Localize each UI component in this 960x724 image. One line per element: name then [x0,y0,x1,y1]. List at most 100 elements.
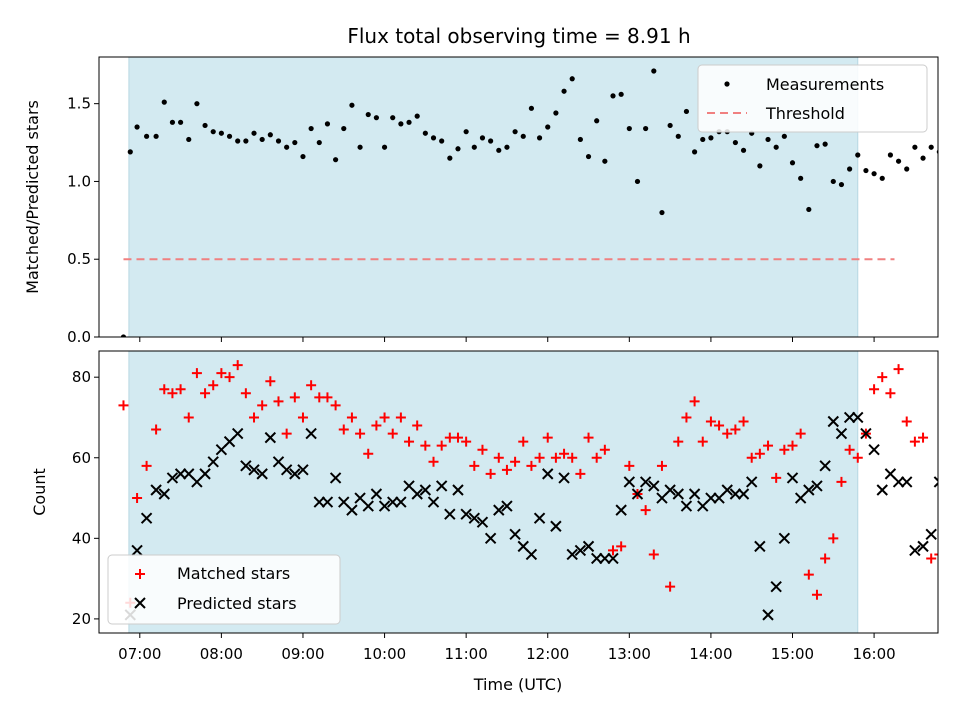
matched-star-point [428,456,439,467]
measurement-point [479,135,486,141]
x-tick-label: 09:00 [281,645,324,663]
top-y-tick-label: 0.5 [67,250,91,268]
matched-star-point [591,452,602,463]
matched-star-point [656,460,667,471]
measurement-point [569,76,575,82]
matched-star-point [216,368,227,379]
measurement-point [316,139,322,146]
measurement-point [806,206,812,213]
predicted-star-point [729,488,742,500]
bottom-y-axis-label: Count [30,468,49,516]
matched-star-point [608,545,619,556]
measurement-point [186,136,192,143]
predicted-star-point [639,476,652,488]
predicted-star-point [346,504,358,516]
predicted-star-point [329,472,342,484]
predicted-star-point [786,472,799,484]
measurement-point [414,113,420,119]
measurement-point [243,138,249,144]
matched-star-point [501,464,512,475]
matched-star-point [951,529,960,539]
legend-threshold-label: Threshold [765,104,845,123]
measurement-point [945,148,950,153]
matched-star-point [346,412,357,423]
measurement-point [953,182,958,187]
measurement-point [887,152,894,158]
predicted-star-point [207,456,219,468]
legend-box [697,64,928,133]
predicted-star-point [362,500,374,512]
measurement-point [496,147,502,153]
predicted-star-point [501,500,513,512]
measurement-point [602,158,608,164]
matched-star-point [909,436,920,447]
matched-star-point [412,420,423,431]
measurement-point [324,121,331,127]
matched-star-point [738,416,749,427]
predicted-star-point [778,532,791,545]
legend-measurements-marker [724,81,730,87]
measurement-point [357,144,363,150]
predicted-star-point [542,468,554,480]
matched-star-point [322,392,333,403]
predicted-star-point [835,427,848,440]
x-tick-label: 13:00 [608,645,651,663]
measurement-point [920,155,926,161]
predicted-star-point [615,504,627,516]
matched-star-point [575,468,586,479]
predicted-star-point [688,488,701,500]
predicted-star-point [460,508,472,520]
measurement-point [585,153,592,160]
matched-star-point [779,444,790,455]
predicted-star-point [419,484,432,496]
predicted-star-point [672,488,684,500]
predicted-star-point [754,540,766,553]
predicted-star-point [745,476,758,488]
predicted-star-point [174,468,187,480]
measurement-point [928,144,934,150]
matched-star-point [191,368,202,379]
measurement-point [740,147,747,153]
matched-star-point [542,432,553,443]
matched-star-point [787,440,798,451]
measurement-point [732,139,738,146]
matched-star-point [338,424,349,435]
matched-star-point [265,376,276,387]
matched-star-point [208,380,219,391]
measurement-point [520,133,526,139]
bottom-y-tick-label: 80 [72,368,91,386]
measurement-point [390,115,396,121]
matched-star-point [803,569,814,580]
predicted-star-point [476,516,489,528]
predicted-star-point [892,476,905,488]
matched-star-point [754,448,765,459]
predicted-star-point [305,427,317,440]
matched-star-point [518,436,529,447]
matched-star-point [132,493,143,504]
top-chart-title: Flux total observing time = 8.91 h [347,24,690,48]
matched-star-point [901,416,912,427]
predicted-star-point [599,552,611,565]
matched-star-point [820,553,831,564]
matched-star-point [795,428,806,439]
measurement-point [455,146,461,152]
predicted-star-point [762,609,774,621]
measurement-point [798,175,804,181]
legend-matched-marker [135,569,145,579]
measurement-point [194,101,200,107]
measurement-point [341,125,347,132]
matched-star-point [885,388,896,399]
measurement-point [169,119,176,125]
measurement-point [643,125,649,132]
measurement-point [683,108,690,115]
predicted-star-point [313,496,325,508]
measurement-point [691,149,698,155]
x-tick-label: 14:00 [689,645,732,663]
matched-star-point [559,448,570,459]
matched-star-point [159,384,170,395]
x-tick-label: 15:00 [771,645,814,663]
predicted-star-point [199,468,211,480]
predicted-star-point [917,540,929,553]
measurement-point [577,136,583,143]
